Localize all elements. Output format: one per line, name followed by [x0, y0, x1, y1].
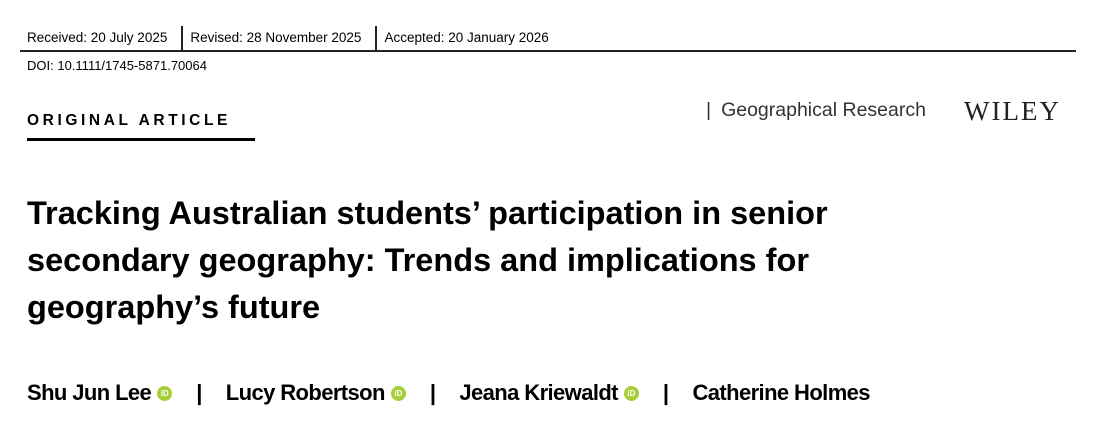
orcid-icon[interactable]: iD: [390, 385, 406, 401]
journal-name: | Geographical Research: [706, 99, 926, 122]
author-name[interactable]: Catherine Holmes: [692, 380, 870, 405]
journal-title: Geographical Research: [721, 99, 926, 121]
orcid-icon[interactable]: iD: [157, 385, 173, 401]
orcid-icon[interactable]: iD: [623, 385, 639, 401]
author-name[interactable]: Shu Jun Lee: [27, 380, 152, 405]
author-separator: |: [662, 380, 669, 405]
title-line: geography’s future: [27, 289, 321, 325]
publisher-logo: WILEY: [964, 96, 1061, 126]
title-line: Tracking Australian students’ participat…: [27, 195, 828, 231]
author-name[interactable]: Lucy Robertson: [225, 380, 386, 405]
author-separator: |: [196, 380, 202, 405]
title-line: secondary geography: Trends and implicat…: [27, 242, 809, 278]
accepted-date: Accepted: 20 January 2026: [375, 26, 562, 50]
doi[interactable]: DOI: 10.1111/1745-5871.70064: [27, 58, 207, 73]
separator: |: [706, 99, 712, 121]
article-type-underline: [27, 138, 255, 141]
submission-dates: Received: 20 July 2025 Revised: 28 Novem…: [20, 26, 1076, 52]
revised-date: Revised: 28 November 2025: [181, 26, 375, 50]
author-list: Shu Jun Lee iD | Lucy Robertson iD | Jea…: [27, 380, 871, 406]
author-separator: |: [429, 380, 436, 405]
article-title: Tracking Australian students’ participat…: [27, 190, 1027, 331]
article-type: ORIGINAL ARTICLE: [27, 112, 231, 129]
received-date: Received: 20 July 2025: [27, 30, 168, 45]
author-name[interactable]: Jeana Kriewaldt: [459, 380, 618, 405]
